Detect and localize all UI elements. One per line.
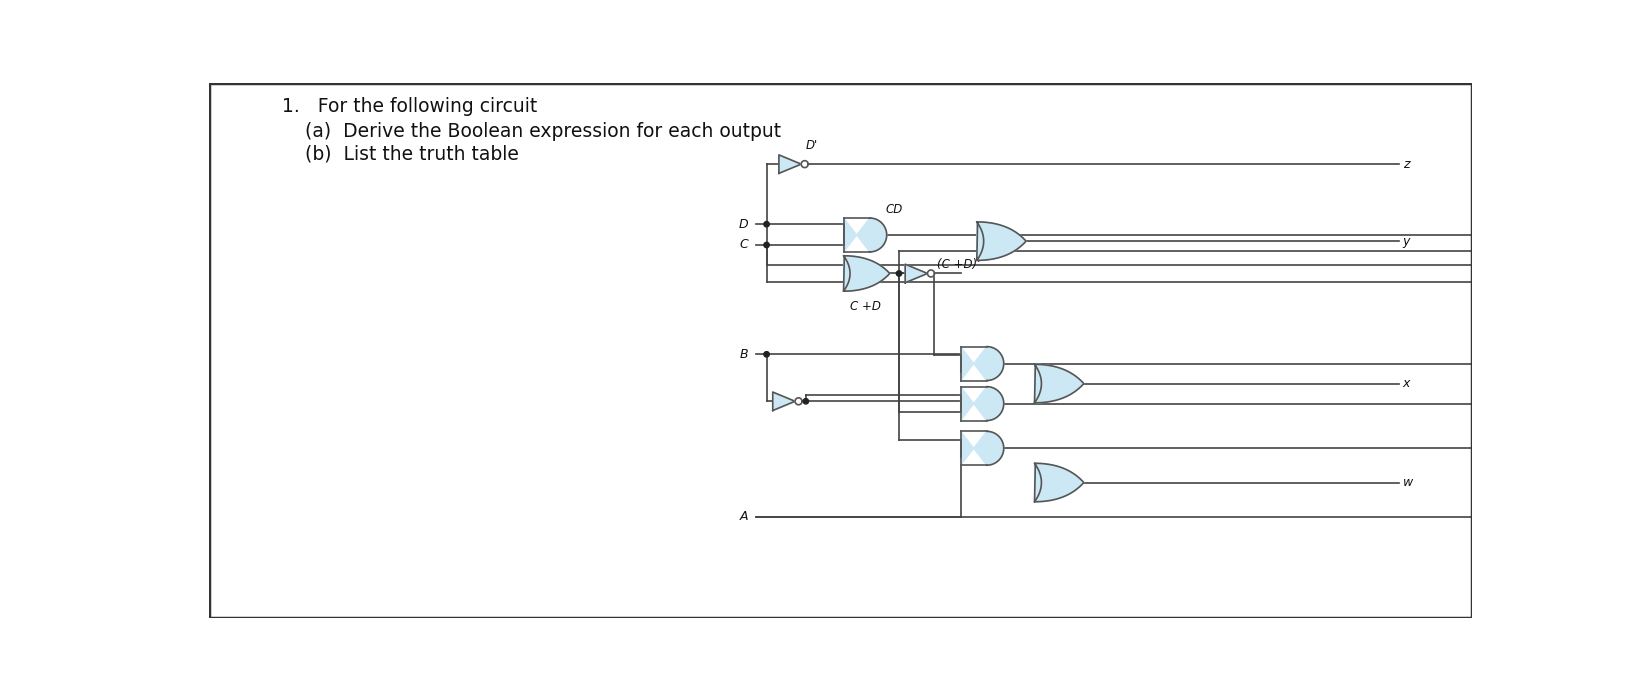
Text: y: y xyxy=(1401,235,1410,248)
Text: (a)  Derive the Boolean expression for each output: (a) Derive the Boolean expression for ea… xyxy=(305,121,782,141)
Polygon shape xyxy=(1034,364,1083,403)
Polygon shape xyxy=(764,221,769,227)
Text: D: D xyxy=(738,218,747,230)
Polygon shape xyxy=(905,264,928,282)
Polygon shape xyxy=(801,161,808,167)
Polygon shape xyxy=(779,155,801,174)
Polygon shape xyxy=(842,218,887,252)
Polygon shape xyxy=(960,387,1003,421)
Text: A: A xyxy=(739,510,747,523)
Polygon shape xyxy=(960,346,1003,380)
Text: CD: CD xyxy=(885,203,901,216)
Text: (C +D)': (C +D)' xyxy=(936,258,980,271)
Text: x: x xyxy=(1401,377,1410,390)
Text: C: C xyxy=(739,239,747,251)
Polygon shape xyxy=(795,398,801,405)
Text: z: z xyxy=(1401,158,1408,171)
Polygon shape xyxy=(772,392,795,411)
Text: D': D' xyxy=(805,139,818,152)
Polygon shape xyxy=(1034,464,1083,502)
Text: C +D: C +D xyxy=(849,300,880,313)
Polygon shape xyxy=(928,270,934,277)
Polygon shape xyxy=(803,398,808,404)
Polygon shape xyxy=(842,256,890,291)
Polygon shape xyxy=(960,431,1003,465)
Polygon shape xyxy=(897,271,901,276)
Text: 1.   For the following circuit: 1. For the following circuit xyxy=(282,97,538,116)
Polygon shape xyxy=(764,242,769,248)
Polygon shape xyxy=(764,352,769,357)
Polygon shape xyxy=(977,222,1026,260)
Text: w: w xyxy=(1401,476,1411,489)
Text: B: B xyxy=(739,348,747,361)
Text: (b)  List the truth table: (b) List the truth table xyxy=(305,145,520,164)
